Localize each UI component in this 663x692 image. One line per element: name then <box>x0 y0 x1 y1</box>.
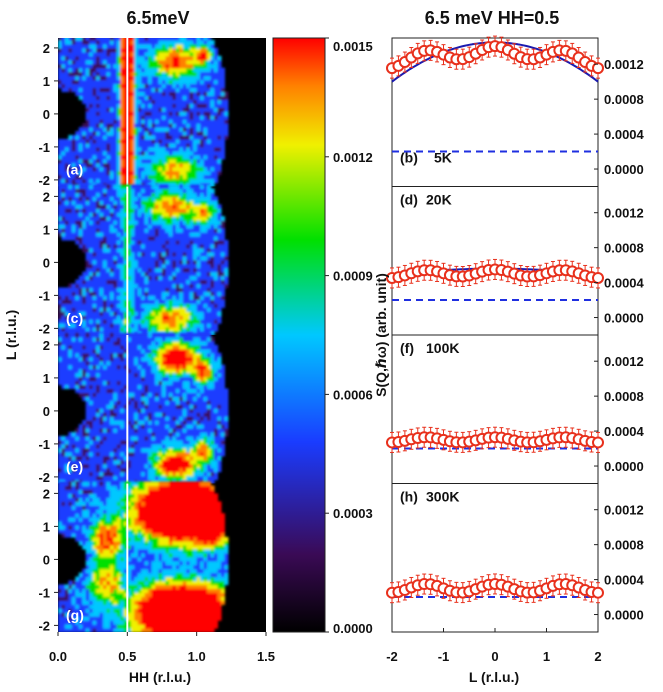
data-point <box>592 586 604 599</box>
y-tick-label: 0.0008 <box>604 241 644 256</box>
y-tick-label: 0.0012 <box>604 206 644 221</box>
y-tick-label: 0 <box>43 107 50 122</box>
y-tick-label: 0.0000 <box>604 311 644 326</box>
y-tick-label: -1 <box>38 585 50 600</box>
y-tick-label: -2 <box>38 470 50 485</box>
colorbar-frame <box>272 37 326 633</box>
panel-label: (g) <box>66 607 84 623</box>
left-x-label: HH (r.l.u.) <box>129 669 191 685</box>
heatmap-panels: (a) 2 1 0 -1 -2 (c) 2 1 0 -1 -2 (e) 2 1 0 -1 -2 (g) 2 1 0 -1 -2… <box>38 38 275 664</box>
temperature-label: 300K <box>426 489 459 505</box>
colorbar-gradient <box>273 38 325 632</box>
y-tick-label: 0 <box>43 552 50 567</box>
y-tick-label: 2 <box>43 41 50 56</box>
y-tick-label: 2 <box>43 189 50 204</box>
temperature-label: 5K <box>434 150 452 166</box>
colorbar-tick-label: 0.0009 <box>333 269 373 284</box>
panel-label: (b) <box>400 150 418 166</box>
y-tick-label: 1 <box>43 371 50 386</box>
intensity-cells <box>58 38 229 188</box>
y-tick-label: -2 <box>38 618 50 633</box>
x-tick-label: 0.0 <box>49 649 67 664</box>
y-tick-label: 0 <box>43 255 50 270</box>
y-tick-label: 0.0012 <box>604 354 644 369</box>
profile-panel: (b) 5K 0.0012 0.0008 0.0004 0.0000 <box>386 35 645 187</box>
y-tick-label: 0.0008 <box>604 538 644 553</box>
panel-label: (h) <box>400 489 418 505</box>
profile-panel: (d) 20K 0.0012 0.0008 0.0004 0.0000 <box>386 186 645 336</box>
y-tick-label: 2 <box>43 486 50 501</box>
profile-panels: (b) 5K 0.0012 0.0008 0.0004 0.0000 (d) 20K 0.001… <box>386 35 645 664</box>
left-title: 6.5meV <box>126 8 189 28</box>
panel-label: (d) <box>400 192 418 208</box>
panel-label: (e) <box>66 459 83 475</box>
heatmap-panel <box>58 184 266 336</box>
temperature-label: 100K <box>426 340 459 356</box>
y-tick-label: -1 <box>38 140 50 155</box>
intensity-cells <box>58 333 229 485</box>
y-tick-label: 1 <box>43 222 50 237</box>
data-point <box>592 271 604 284</box>
y-tick-label: 0.0008 <box>604 389 644 404</box>
y-tick-label: 0.0000 <box>604 608 644 623</box>
x-tick-label: -2 <box>386 649 398 664</box>
panel-frame <box>391 334 599 484</box>
right-y-label: S(Q,ℏω) (arb. unit) <box>373 273 389 397</box>
y-tick-label: -1 <box>38 288 50 303</box>
y-tick-label: 0.0008 <box>604 92 644 107</box>
panel-label: (f) <box>400 340 414 356</box>
colorbar-tick-label: 0.0003 <box>333 506 373 521</box>
right-x-label: L (r.l.u.) <box>469 669 519 685</box>
heatmap-panel <box>58 38 266 188</box>
profile-panel: (f) 100K 0.0012 0.0008 0.0004 0.0000 <box>386 334 645 484</box>
y-tick-label: 0.0000 <box>604 459 644 474</box>
heatmap-panel <box>58 481 266 632</box>
colorbar-tick-label: 0.0000 <box>333 621 373 636</box>
x-tick-label: -1 <box>438 649 450 664</box>
y-tick-label: 1 <box>43 519 50 534</box>
left-y-label: L (r.l.u.) <box>3 310 19 360</box>
y-tick-label: 0.0004 <box>604 573 645 588</box>
y-tick-label: 0.0012 <box>604 57 644 72</box>
y-tick-label: 0.0000 <box>604 162 644 177</box>
y-tick-label: -1 <box>38 437 50 452</box>
colorbar-tick-label: 0.0006 <box>333 387 373 402</box>
x-tick-label: 0.5 <box>118 649 136 664</box>
x-tick-label: 1.0 <box>188 649 206 664</box>
profile-panel: (h) 300K 0.0012 0.0008 0.0004 0.0000 <box>386 483 645 633</box>
y-tick-label: 0.0004 <box>604 127 645 142</box>
x-tick-label: 0 <box>491 649 498 664</box>
panel-label: (a) <box>66 162 83 178</box>
heatmap-panel <box>58 333 266 485</box>
temperature-label: 20K <box>426 192 452 208</box>
y-tick-label: 1 <box>43 74 50 89</box>
y-tick-label: 0.0004 <box>604 424 645 439</box>
y-tick-label: 0 <box>43 404 50 419</box>
colorbar-tick-label: 0.0012 <box>333 150 373 165</box>
y-tick-label: 2 <box>43 338 50 353</box>
y-tick-label: 0.0004 <box>604 276 645 291</box>
y-tick-label: 0.0012 <box>604 503 644 518</box>
data-point <box>592 62 604 75</box>
y-tick-label: -2 <box>38 321 50 336</box>
intensity-cells <box>58 481 229 632</box>
colorbar: 0.0015 0.0012 0.0009 0.0006 0.0003 0.0000 <box>272 37 373 636</box>
panel-label: (c) <box>66 310 83 326</box>
x-tick-label: 1 <box>543 649 550 664</box>
x-tick-label: 2 <box>594 649 601 664</box>
panel-frame <box>391 37 599 187</box>
right-title: 6.5 meV HH=0.5 <box>425 8 560 28</box>
data-point <box>592 436 604 449</box>
y-tick-label: -2 <box>38 173 50 188</box>
panel-frame <box>391 483 599 633</box>
colorbar-tick-label: 0.0015 <box>333 39 373 54</box>
x-tick-label: 1.5 <box>257 649 275 664</box>
